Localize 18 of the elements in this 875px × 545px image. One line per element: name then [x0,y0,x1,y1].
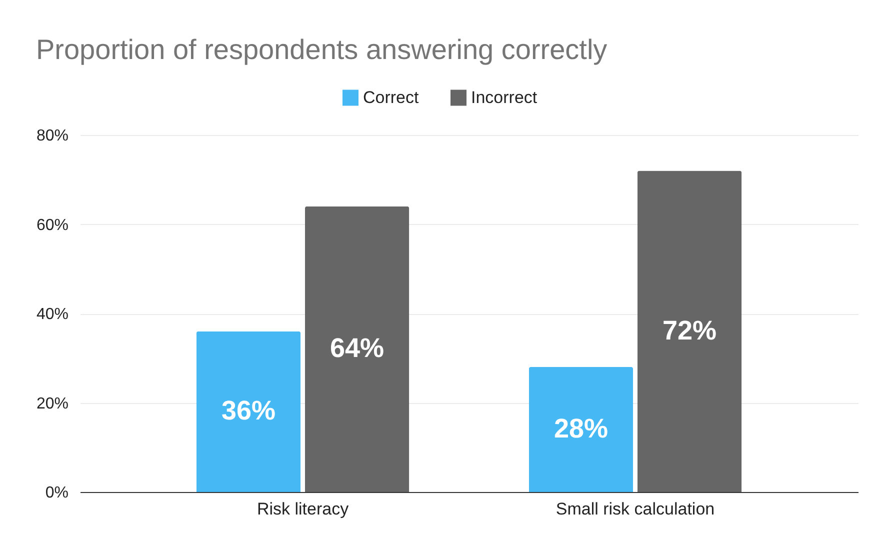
data-label: 36% [221,396,276,426]
data-label: 72% [662,315,717,346]
chart-title: Proportion of respondents answering correctly [36,34,608,65]
x-tick-label: Risk literacy [256,500,350,518]
bar [528,367,634,492]
bar [304,206,410,492]
x-tick-label: Small risk calculation [556,500,715,518]
bar [196,331,301,492]
bar [637,170,742,492]
y-tick-label: 0% [45,484,68,502]
y-tick-label: 40% [36,306,68,323]
y-tick-label: 60% [36,216,68,234]
y-tick-label: 20% [36,395,68,412]
data-label: 28% [554,414,608,444]
y-tick-label: 80% [36,128,68,144]
legend-label: Incorrect [471,88,538,107]
data-label: 64% [330,333,384,364]
legend-label: Correct [363,88,420,107]
